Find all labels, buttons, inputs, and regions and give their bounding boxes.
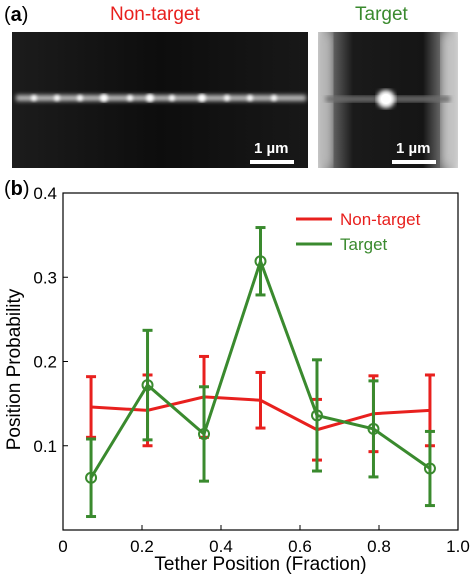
panel-a-label: (a) [4,4,28,27]
x-tick-label: 0 [58,537,67,556]
series-layer [85,226,436,519]
data-point [198,427,211,440]
nontarget-scale-bar [250,160,294,164]
legend: Non-target Target [296,210,421,254]
y-tick-label: 0.1 [33,437,57,456]
panel-a-letter: a [10,4,22,26]
data-point [423,462,436,475]
target-scale-label: 1 µm [396,140,431,157]
panel-b-label: (b) [4,178,30,201]
target-image-title: Target [355,4,408,25]
target-scale-bar [392,160,436,164]
series-0 [86,354,435,462]
series-1 [85,226,436,519]
data-point [367,422,380,435]
target-micrograph [318,32,458,168]
y-tick-label: 0.3 [33,268,57,287]
legend-label: Non-target [340,210,421,229]
nontarget-micrograph [12,32,308,168]
nontarget-scale-label: 1 µm [254,140,289,157]
x-tick-label: 1.0 [446,537,470,556]
x-tick-label: 0.4 [209,537,233,556]
legend-label: Target [340,235,388,254]
panel-b-paren-close: ) [22,178,30,200]
y-tick-label: 0.4 [33,184,57,203]
data-point [310,409,323,422]
x-tick-label: 0.2 [130,537,154,556]
target-micrograph-graphic [318,32,458,168]
nontarget-image-title: Non-target [110,4,200,25]
data-point [254,255,267,268]
x-tick-label: 0.8 [367,537,391,556]
nontarget-micrograph-graphic [12,32,308,168]
y-axis-label: Position Probability [4,288,25,450]
data-point [85,471,98,484]
y-tick-label: 0.2 [33,353,57,372]
panel-a-paren-close: ) [21,4,29,26]
panel-b-paren-open: ( [4,178,11,200]
x-tick-label: 0.6 [288,537,312,556]
x-axis-label: Tether Position (Fraction) [154,554,366,575]
panel-b-letter: b [10,178,23,200]
axis-ticks: 0 0.2 0.4 0.6 0.8 1.0 0.1 0.2 0.3 0.4 [33,184,469,556]
panel-a-paren-open: ( [4,4,11,26]
data-point [141,379,154,392]
